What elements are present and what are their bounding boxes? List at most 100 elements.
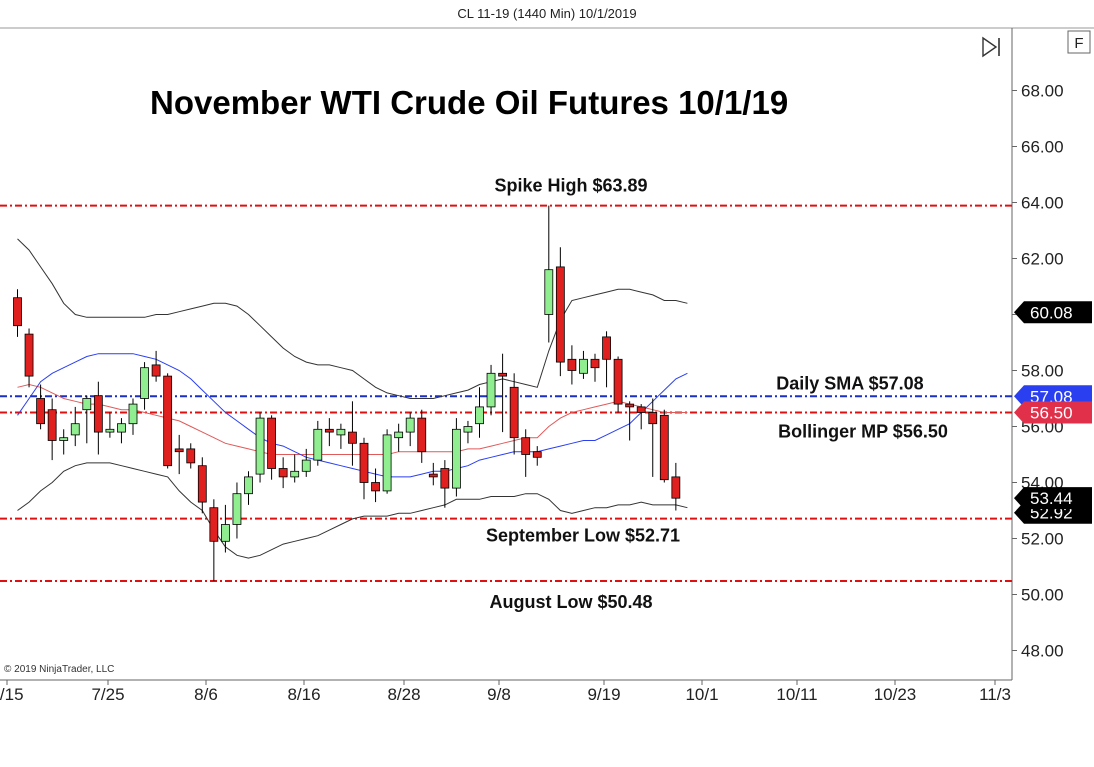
candle-body-up (486, 372, 496, 408)
candle-body-down (613, 358, 623, 405)
annotations: Spike High $63.89 Daily SMA $57.08 Bolling… (486, 176, 948, 612)
candle-body-down (498, 372, 508, 377)
x-tick-label: 9/8 (487, 685, 511, 704)
candle-9/12 (509, 373, 519, 455)
candle-9/2 (417, 409, 427, 463)
candle-body-down (671, 476, 681, 499)
candle-body-down (267, 417, 277, 469)
price-tag-label: 60.08 (1030, 303, 1073, 322)
candle-body-up (117, 423, 126, 433)
candle-body-up (544, 269, 554, 315)
annotation-label-0: Spike High $63.89 (494, 176, 647, 196)
candle-9/19 (567, 345, 577, 385)
candle-body-up (244, 476, 253, 495)
candle-body-down (324, 428, 334, 433)
candles (13, 205, 681, 582)
candle-body-down (428, 473, 438, 478)
candle-8/8 (220, 504, 230, 553)
candle-8/1 (163, 373, 173, 469)
candle-7/26 (117, 418, 126, 444)
candle-body-up (105, 428, 115, 433)
candle-8/6 (197, 457, 207, 514)
f-button[interactable]: F (1067, 30, 1091, 54)
candle-body-up (405, 417, 415, 433)
candle-9/3 (428, 462, 438, 486)
candle-body-up (475, 406, 484, 425)
candle-body-up (313, 428, 323, 461)
x-tick-label: 8/16 (287, 685, 320, 704)
candle-7/19 (59, 429, 69, 455)
candle-7/31 (151, 350, 161, 382)
y-tick-label: 50.00 (1021, 586, 1064, 605)
x-tick-label: 10/23 (874, 685, 917, 704)
candle-body-down (602, 336, 611, 360)
bollinger-lower-line (17, 462, 688, 559)
candle-7/23 (82, 395, 92, 444)
candle-9/10 (486, 364, 496, 416)
candle-body-down (163, 375, 173, 467)
candle-body-down (359, 442, 369, 483)
y-tick-label: 66.00 (1021, 138, 1064, 157)
candle-body-up (579, 358, 588, 374)
candle-7/25 (105, 412, 115, 438)
candle-body-down (648, 412, 658, 425)
candle-10/1 (659, 409, 669, 483)
candle-body-up (59, 437, 69, 441)
candle-8/29 (394, 423, 404, 452)
candle-9/26 (625, 401, 635, 441)
candle-8/21 (324, 418, 334, 447)
candle-7/15 (13, 289, 22, 337)
candle-8/12 (244, 471, 253, 505)
time-axis: 7/15 7/25 8/6 8/16 8/28 9/8 9/19 10/1 10/11 10/23… (0, 680, 1011, 704)
candle-9/27 (636, 404, 646, 430)
candle-7/29 (128, 398, 138, 435)
candle-9/4 (440, 460, 450, 508)
candle-body-down (36, 398, 45, 425)
candle-8/30 (405, 412, 415, 447)
candle-9/13 (521, 429, 531, 477)
candle-7/16 (24, 328, 34, 388)
candle-9/25 (613, 356, 623, 413)
candle-8/13 (255, 412, 265, 483)
candle-body-up (301, 459, 311, 472)
candle-body-down (509, 386, 519, 439)
candle-body-up (128, 403, 138, 425)
candle-8/14 (267, 415, 277, 480)
annotation-label-2: Bollinger MP $56.50 (778, 422, 948, 442)
candle-9/11 (498, 353, 508, 433)
candle-7/24 (93, 381, 103, 455)
candle-body-down (440, 468, 450, 489)
price-tag-last: 53.44 (1014, 487, 1092, 510)
x-tick-label: 9/19 (587, 685, 620, 704)
sma-line (17, 353, 688, 478)
y-tick-label: 58.00 (1021, 362, 1064, 381)
candle-body-down (371, 482, 380, 492)
candle-body-up (394, 431, 404, 439)
candle-body-down (521, 437, 531, 455)
candle-8/19 (301, 448, 311, 477)
candle-8/7 (209, 499, 219, 582)
candle-body-up (463, 426, 473, 433)
candle-body-down (625, 403, 635, 408)
candle-body-up (336, 428, 346, 436)
x-tick-label: 7/25 (91, 685, 124, 704)
candle-body-down (278, 468, 288, 478)
candle-9/5 (451, 418, 461, 497)
price-tag-upper: 60.08 (1014, 301, 1092, 324)
annotation-label-1: Daily SMA $57.08 (776, 373, 923, 393)
price-tag-shape (1014, 301, 1092, 324)
candle-body-down (13, 297, 22, 327)
f-button-frame (1067, 30, 1091, 54)
candle-8/20 (313, 420, 323, 466)
candle-body-down (24, 333, 34, 377)
price-tag-mid: 56.50 (1014, 401, 1092, 424)
candle-body-down (209, 507, 219, 542)
candle-body-up (232, 493, 242, 525)
candle-body-down (93, 395, 103, 433)
skip-to-end-button[interactable] (982, 36, 1000, 58)
candle-8/15 (278, 457, 288, 489)
x-tick-label: 11/3 (979, 685, 1011, 704)
